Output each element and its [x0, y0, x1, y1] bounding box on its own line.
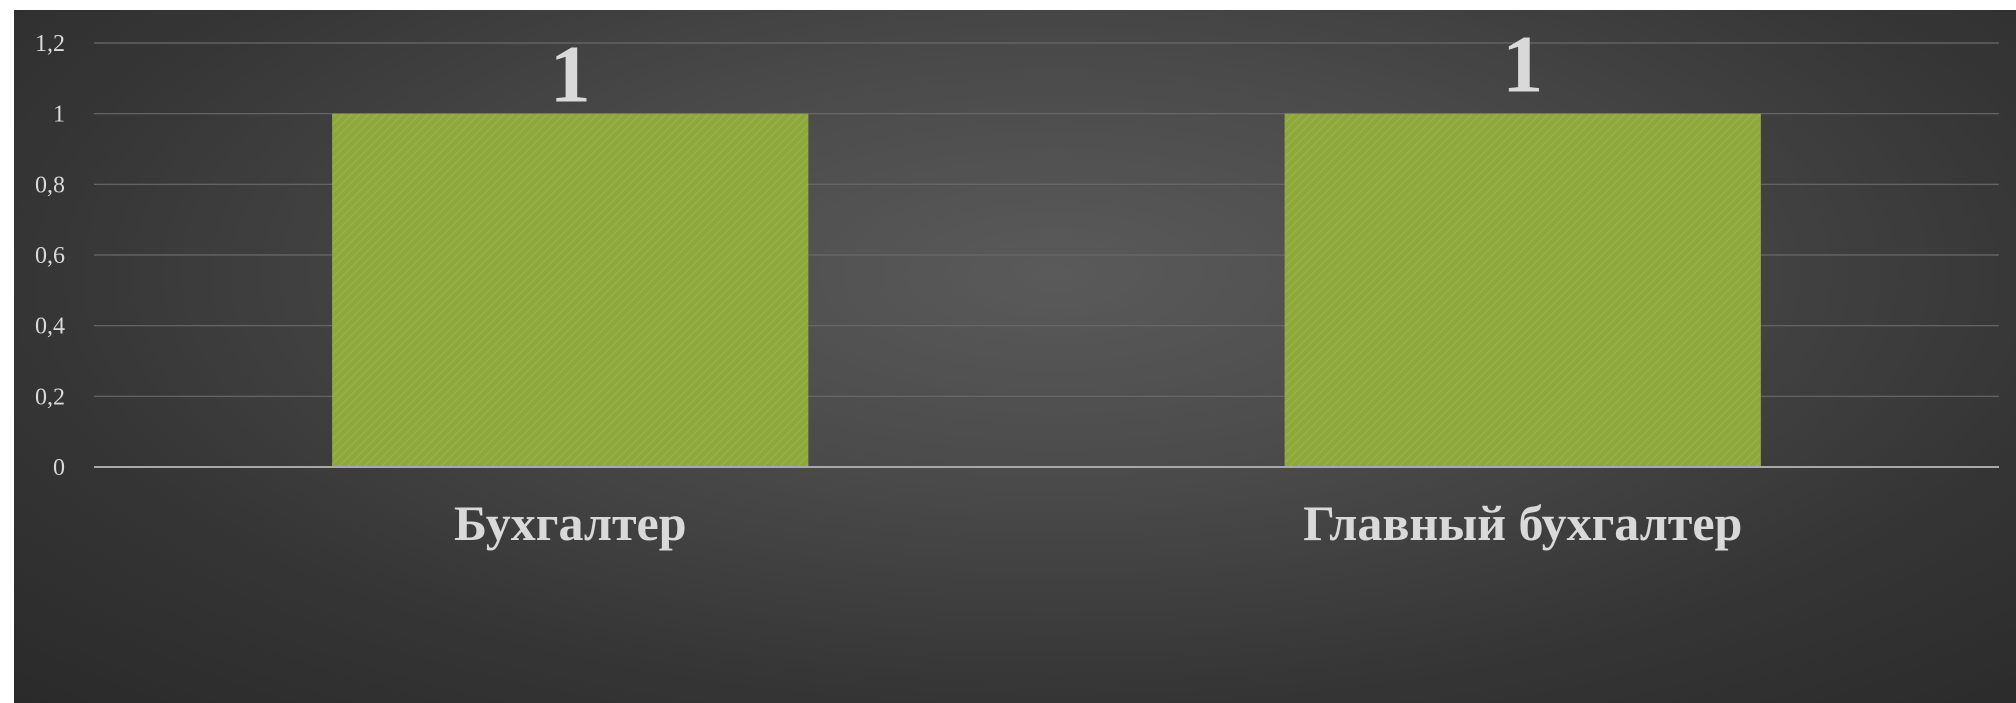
bars	[332, 113, 1761, 468]
y-tick-label: 0,8	[35, 172, 65, 198]
bar-1	[332, 113, 809, 468]
category-label-1: Бухгалтер	[454, 495, 687, 551]
category-label-2: Главный бухгалтер	[1303, 495, 1742, 551]
data-label-1: 1	[550, 29, 591, 120]
y-axis-tick-labels: 0 0,2 0,4 0,6 0,8 1 1,2	[35, 31, 65, 481]
y-tick-label: 0,6	[35, 243, 65, 269]
y-tick-label: 0,2	[35, 384, 65, 410]
x-axis-category-labels: Бухгалтер Главный бухгалтер	[454, 495, 1742, 551]
y-tick-label: 1	[53, 102, 65, 128]
bar-2	[1284, 113, 1761, 468]
data-label-2: 1	[1502, 19, 1543, 110]
y-tick-label: 1,2	[35, 31, 65, 57]
y-tick-label: 0,4	[35, 314, 65, 340]
y-tick-label: 0	[53, 455, 65, 481]
